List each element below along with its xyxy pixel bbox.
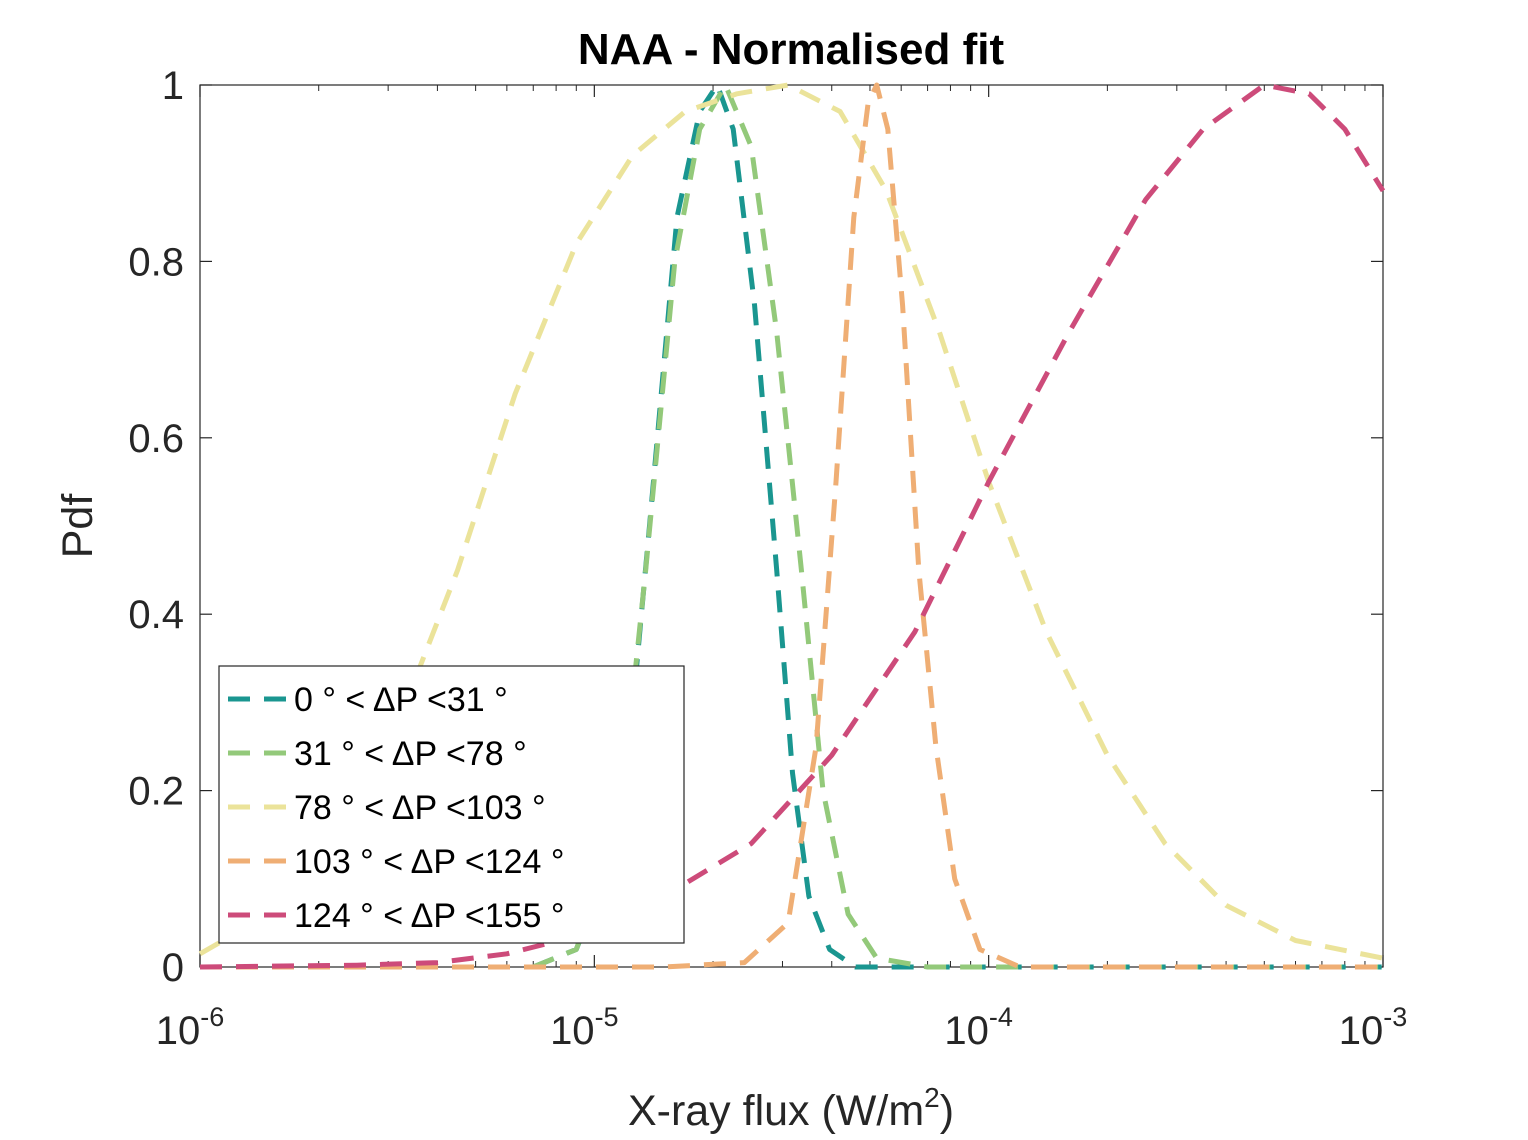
x-axis-label: X-ray flux (W/m2) <box>628 1082 954 1135</box>
legend: 0 ° < ΔP <31 ° 31 ° < ΔP <78 ° 78 ° < ΔP <… <box>218 665 685 944</box>
series-line-4 <box>200 82 1383 970</box>
legend-label-4: 103 ° < ΔP <124 ° <box>294 843 565 881</box>
y-tick-label: 0.8 <box>128 240 184 284</box>
y-tick-label: 0.4 <box>128 593 184 637</box>
x-axis-label-exponent: 2 <box>924 1082 940 1113</box>
y-axis-label: Pdf <box>54 493 102 559</box>
x-tick-label-base: 10 <box>944 1009 989 1053</box>
legend-label-2: 31 ° < ΔP <78 ° <box>294 735 527 773</box>
x-tick-label: 10-6 <box>156 1002 225 1053</box>
x-tick-label-exponent: -5 <box>595 1002 619 1032</box>
x-tick-label-exponent: -4 <box>989 1002 1013 1032</box>
x-tick-label-base: 10 <box>156 1009 201 1053</box>
y-tick-label: 0.2 <box>128 770 184 814</box>
x-tick-label-base: 10 <box>1339 1009 1384 1053</box>
legend-label-1: 0 ° < ΔP <31 ° <box>294 681 508 719</box>
y-tick-label: 0.6 <box>128 417 184 461</box>
legend-entries: 0 ° < ΔP <31 ° 31 ° < ΔP <78 ° 78 ° < ΔP <… <box>228 681 565 935</box>
x-tick-label: 10-4 <box>944 1002 1013 1053</box>
legend-label-5: 124 ° < ΔP <155 ° <box>294 897 565 935</box>
x-tick-label-base: 10 <box>550 1009 595 1053</box>
chart-title: NAA - Normalised fit <box>578 25 1005 74</box>
series-line-5 <box>199 82 1386 970</box>
x-tick-label-exponent: -6 <box>200 1002 224 1032</box>
x-tick-label-exponent: -3 <box>1383 1002 1407 1032</box>
y-tick-label: 1 <box>162 64 184 108</box>
y-tick-label: 0 <box>162 946 184 990</box>
x-axis-label-tail: ) <box>940 1087 954 1135</box>
legend-label-3: 78 ° < ΔP <103 ° <box>294 789 546 827</box>
x-axis-label-base: X-ray flux (W/m <box>628 1087 924 1135</box>
x-tick-label: 10-3 <box>1339 1002 1408 1053</box>
x-tick-label: 10-5 <box>550 1002 619 1053</box>
legend-box <box>218 665 685 944</box>
